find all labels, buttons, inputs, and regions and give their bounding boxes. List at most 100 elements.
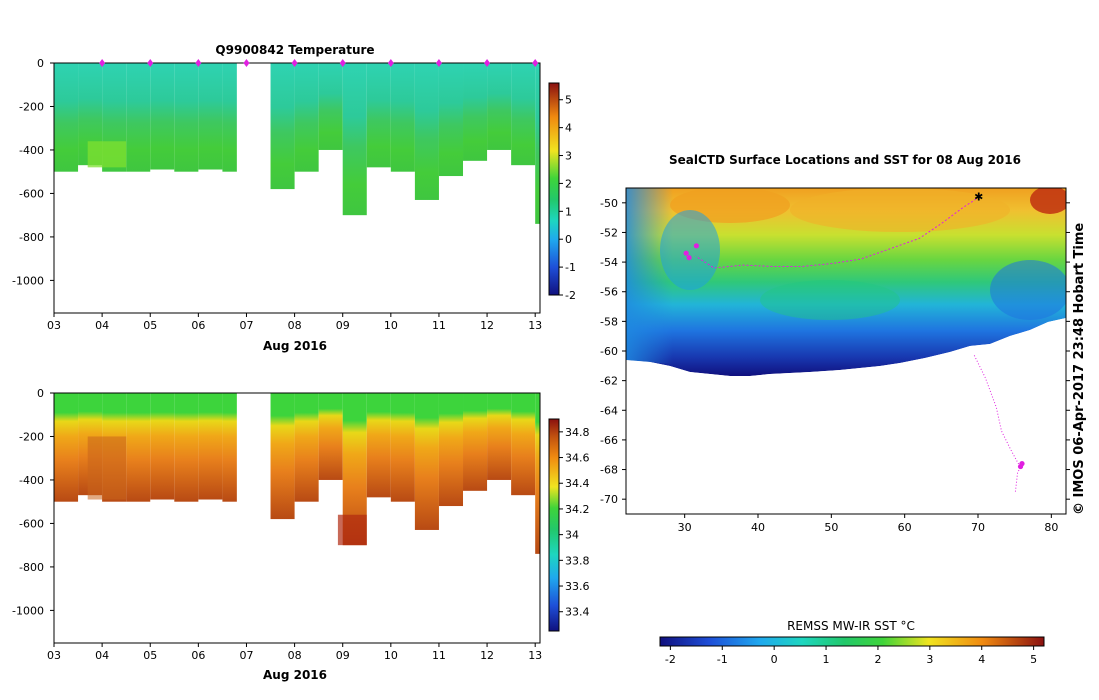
sst-colorbar [659,636,1045,647]
seal-track: ✱ [683,190,1025,492]
profile-column [54,63,79,172]
x-tick-label: 50 [824,521,838,534]
profile-column [222,393,237,502]
x-tick-label: 04 [95,649,109,662]
y-tick-label: -70 [600,493,618,506]
x-tick-label: 07 [239,649,253,662]
profile-column [511,393,536,496]
colorbar-tick-label: 3 [565,150,572,163]
temperature-y-axis: 0 -200 -400 -600 -800 -1000 [12,57,54,287]
profile-column [414,63,439,200]
salinity-y-axis: 0 -200 -400 -600 -800 -1000 [12,387,54,617]
salinity-x-axis: 03 04 05 06 07 08 09 10 11 12 13 [47,643,542,662]
temperature-warm-layer [87,141,127,168]
profile-markers [99,59,539,67]
colorbar-tick-label: 33.6 [565,580,590,593]
sst-field: ✱ [626,188,1066,514]
start-star-icon: ✱ [974,190,983,203]
x-tick-label: 05 [143,319,157,332]
profile-column [511,63,536,166]
colorbar-tick-label: -1 [565,261,576,274]
y-tick-label: -64 [600,404,618,417]
x-tick-label: 13 [528,319,542,332]
antarctic-land [626,318,1066,514]
colorbar-tick-label: 1 [565,205,572,218]
temperature-panel: Q9900842 Temperature 0 -200 -400 -600 -800 -1… [12,43,576,353]
y-tick-label: -400 [19,144,44,157]
profile-column [318,393,343,480]
sst-cold-patch [990,260,1066,320]
sst-colorbar-label: REMSS MW-IR SST °C [787,619,915,633]
x-tick-label: 03 [47,649,61,662]
x-tick-label: 09 [336,319,350,332]
map-title: SealCTD Surface Locations and SST for 08… [669,153,1021,167]
y-tick-label: -200 [19,100,44,113]
x-tick-label: 05 [143,649,157,662]
profile-column [342,63,367,216]
sst-cold-patch [660,210,720,290]
temperature-title: Q9900842 Temperature [215,43,374,57]
x-tick-label: 40 [751,521,765,534]
y-tick-label: -58 [600,315,618,328]
y-tick-label: -68 [600,464,618,477]
copyright-label: © IMOS 06-Apr-2017 23:48 Hobart Time [1072,223,1087,515]
x-tick-label: 11 [432,649,446,662]
profile-column [487,63,512,150]
surface-location [693,243,700,249]
profile-column [270,63,295,190]
y-tick-label: -800 [19,561,44,574]
y-tick-label: -600 [19,187,44,200]
sst-hot-patch [1030,188,1066,214]
colorbar-tick-label: -2 [565,289,576,302]
surface-location [683,250,689,256]
salinity-saline-layer [337,514,367,546]
profile-column [438,393,464,507]
colorbar-tick-label: -2 [665,653,676,666]
salinity-frame [53,392,541,644]
profile-column [463,393,488,491]
x-tick-label: 08 [288,319,302,332]
profile-marker [435,59,442,67]
profile-column [318,63,343,150]
y-tick-label: -200 [19,430,44,443]
profile-column [366,63,391,168]
x-tick-label: 30 [678,521,692,534]
temperature-heatmap [54,63,540,224]
salinity-colorbar [548,418,560,632]
profile-column [487,393,512,480]
surface-location [1017,463,1024,470]
x-tick-label: 12 [480,319,494,332]
colorbar-tick-label: 1 [823,653,830,666]
colorbar-tick-label: 34.6 [565,452,590,465]
profile-column [174,393,199,502]
x-tick-label: 80 [1044,521,1058,534]
colorbar-tick-label: 33.8 [565,554,590,567]
profile-marker [291,59,298,67]
profile-column [366,393,391,498]
profile-column [390,63,415,172]
profile-column [198,63,223,170]
colorbar-tick-label: 34.4 [565,477,590,490]
salinity-saline-layer [87,436,127,500]
y-tick-label: -400 [19,474,44,487]
profile-column [463,63,488,161]
salinity-panel: 0 -200 -400 -600 -800 -1000 03 04 05 06 07 08 09 10 1… [12,387,589,682]
profile-marker [484,59,491,67]
profile-column [150,393,175,500]
profile-column [198,393,223,500]
y-tick-label: -1000 [12,604,44,617]
x-tick-label: 70 [971,521,985,534]
colorbar-tick-label: 3 [926,653,933,666]
y-tick-label: -800 [19,231,44,244]
y-tick-label: 0 [37,57,44,70]
profile-column [222,63,237,172]
colorbar-tick-label: 33.4 [565,606,590,619]
salinity-heatmap [54,393,540,554]
y-tick-label: -50 [600,197,618,210]
colorbar-tick-label: 0 [565,233,572,246]
y-tick-label: -1000 [12,274,44,287]
colorbar-tick-label: 34.8 [565,426,590,439]
profile-column [414,393,439,530]
x-tick-label: 60 [898,521,912,534]
